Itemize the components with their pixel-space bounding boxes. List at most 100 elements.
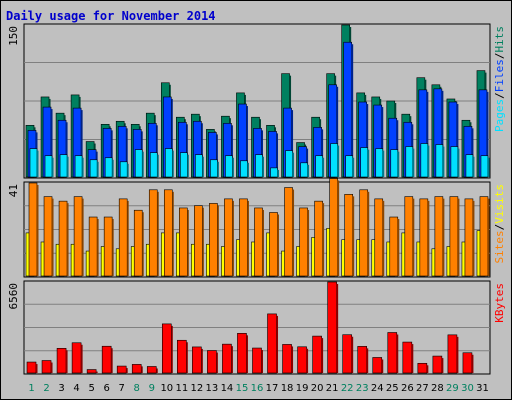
bar-kbytes-day-8-face bbox=[131, 364, 142, 374]
bar-kbytes-day-2 bbox=[41, 360, 53, 374]
x-tick-label-day-21: 21 bbox=[326, 383, 339, 394]
x-tick-label-day-13: 13 bbox=[206, 383, 219, 394]
bar-kbytes-day-17-face bbox=[267, 313, 277, 374]
bar-kbytes-day-5 bbox=[86, 369, 98, 374]
bar-visits-day-9 bbox=[148, 189, 159, 277]
bar-pages-day-13-face bbox=[210, 159, 218, 178]
bar-visits-day-5 bbox=[88, 216, 99, 277]
bar-kbytes-day-23-face bbox=[357, 346, 368, 374]
bar-visits-day-12-face bbox=[194, 205, 203, 277]
bar-visits-day-25 bbox=[389, 216, 400, 277]
x-tick-label-day-30: 30 bbox=[461, 383, 474, 394]
bar-visits-day-7-face bbox=[118, 198, 128, 277]
bar-pages-day-20 bbox=[315, 155, 325, 178]
bar-kbytes-day-1 bbox=[26, 361, 38, 374]
bar-kbytes-day-10-face bbox=[161, 323, 172, 374]
bar-visits-day-2-face bbox=[43, 196, 53, 277]
bar-kbytes-day-18-shadow bbox=[291, 346, 294, 373]
bar-pages-day-22-face bbox=[345, 155, 353, 178]
bar-files-day-31-shadow bbox=[486, 91, 489, 177]
y-max-label-1: 150 bbox=[7, 26, 20, 46]
bar-visits-day-29 bbox=[449, 196, 460, 277]
bar-pages-day-9-face bbox=[149, 152, 158, 178]
bar-pages-day-19 bbox=[300, 162, 310, 178]
bar-pages-day-10 bbox=[164, 148, 174, 178]
bar-kbytes-day-5-face bbox=[86, 369, 97, 374]
bar-visits-day-16-shadow bbox=[262, 209, 264, 276]
bar-files-day-11-shadow bbox=[186, 124, 188, 177]
bar-pages-day-27 bbox=[420, 143, 430, 178]
bar-kbytes-day-22-shadow bbox=[351, 336, 354, 373]
bar-visits-day-13-shadow bbox=[217, 205, 219, 276]
bar-kbytes-day-28-shadow bbox=[441, 358, 444, 373]
bar-kbytes-day-27-shadow bbox=[426, 365, 429, 373]
bar-pages-day-15 bbox=[240, 160, 249, 178]
bar-pages-day-8-shadow bbox=[142, 151, 144, 177]
bar-visits-day-22-shadow bbox=[352, 196, 355, 276]
bar-visits-day-7 bbox=[118, 198, 129, 277]
bar-pages-day-23 bbox=[360, 147, 370, 178]
bar-pages-day-1-face bbox=[29, 148, 38, 178]
bar-pages-day-17-face bbox=[270, 167, 278, 178]
bar-visits-day-1 bbox=[28, 182, 39, 277]
bar-kbytes-day-19 bbox=[297, 346, 309, 374]
bar-pages-day-22 bbox=[345, 155, 355, 178]
x-tick-label-day-8: 8 bbox=[134, 383, 140, 394]
bar-pages-day-5 bbox=[89, 159, 99, 178]
bar-kbytes-day-4-shadow bbox=[81, 344, 83, 373]
bar-pages-day-18 bbox=[285, 150, 295, 178]
bar-pages-day-7-face bbox=[119, 161, 128, 178]
bar-kbytes-day-7-face bbox=[116, 365, 127, 374]
bar-pages-day-6-shadow bbox=[112, 159, 114, 177]
bar-pages-day-12 bbox=[195, 154, 204, 178]
bar-kbytes-day-26-face bbox=[402, 341, 413, 374]
bar-kbytes-day-13-shadow bbox=[216, 352, 218, 373]
bar-visits-day-19 bbox=[299, 207, 310, 277]
bar-pages-day-31-face bbox=[480, 155, 489, 178]
bar-visits-day-13-face bbox=[209, 203, 218, 277]
bar-visits-day-25-face bbox=[389, 216, 399, 277]
bar-visits-day-14-shadow bbox=[232, 200, 234, 276]
bar-files-day-6-shadow bbox=[111, 130, 113, 177]
bar-visits-day-17-face bbox=[269, 212, 278, 277]
bar-files-day-9-shadow bbox=[156, 125, 158, 177]
x-tick-label-day-17: 17 bbox=[266, 383, 279, 394]
bar-pages-day-28-shadow bbox=[442, 146, 445, 177]
bar-pages-day-29-shadow bbox=[457, 148, 460, 177]
bar-kbytes-day-4-face bbox=[71, 342, 82, 374]
bar-kbytes-day-5-shadow bbox=[96, 371, 98, 373]
bar-kbytes-day-29-face bbox=[447, 334, 458, 374]
bar-files-day-10-shadow bbox=[171, 98, 173, 177]
bar-visits-day-10-face bbox=[163, 189, 173, 277]
bar-kbytes-day-30 bbox=[462, 352, 474, 374]
legend-item-files: Files bbox=[493, 59, 506, 92]
bar-kbytes-day-23 bbox=[357, 346, 369, 374]
x-tick-label-day-28: 28 bbox=[431, 383, 444, 394]
bar-pages-day-10-face bbox=[164, 148, 173, 178]
bar-kbytes-day-16 bbox=[252, 347, 263, 374]
bar-files-day-18-shadow bbox=[291, 110, 294, 177]
bar-kbytes-day-28-face bbox=[432, 355, 443, 374]
bar-visits-day-20-face bbox=[314, 200, 323, 277]
bar-visits-day-21-face bbox=[329, 178, 338, 277]
x-tick-label-day-3: 3 bbox=[58, 383, 64, 394]
bar-visits-day-29-shadow bbox=[457, 198, 460, 276]
bar-pages-day-3 bbox=[59, 154, 69, 178]
bar-visits-day-15-shadow bbox=[247, 200, 249, 276]
bar-visits-day-12 bbox=[194, 205, 204, 277]
bar-visits-day-11-face bbox=[179, 207, 188, 277]
bar-pages-day-23-face bbox=[360, 147, 369, 178]
bar-kbytes-day-15-face bbox=[237, 333, 247, 374]
bar-pages-day-11 bbox=[180, 152, 189, 178]
bar-kbytes-day-25-face bbox=[387, 332, 398, 374]
x-tick-label-day-31: 31 bbox=[476, 383, 489, 394]
bar-kbytes-day-27 bbox=[417, 362, 429, 374]
bar-kbytes-day-12-face bbox=[192, 346, 202, 374]
bar-kbytes-day-7-shadow bbox=[126, 368, 128, 373]
bar-kbytes-day-15-shadow bbox=[246, 335, 248, 373]
bar-pages-day-26 bbox=[405, 146, 415, 178]
bar-visits-day-5-face bbox=[88, 216, 98, 277]
bar-visits-day-1-face bbox=[28, 182, 38, 277]
bar-pages-day-14-face bbox=[225, 155, 233, 178]
bar-pages-day-20-shadow bbox=[322, 157, 325, 177]
